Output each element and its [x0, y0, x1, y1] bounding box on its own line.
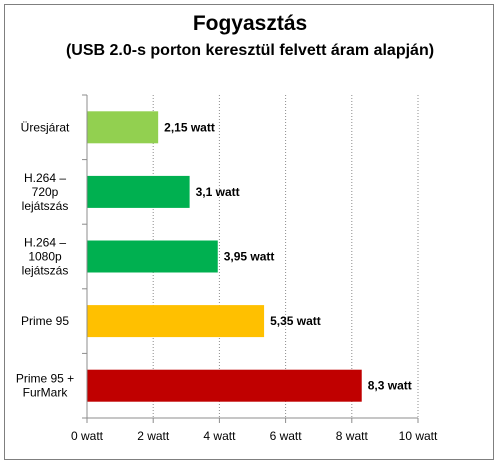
category-label: H.264 –1080p lejátszás: [22, 236, 69, 278]
chart-title: Fogyasztás: [192, 12, 308, 35]
bar: [87, 111, 159, 144]
bars: [87, 111, 362, 402]
category-label-line: 720p: [32, 185, 59, 199]
x-tick-label: 2 watt: [137, 429, 170, 443]
category-label-line: lejátszás: [22, 264, 69, 278]
data-label: 5,35 watt: [270, 314, 321, 328]
bar: [87, 369, 362, 402]
x-tick-label: 8 watt: [336, 429, 369, 443]
category-label-line: FurMark: [23, 386, 69, 400]
data-label: 2,15 watt: [164, 120, 215, 134]
bar: [87, 240, 218, 273]
x-tick-label: 0 watt: [71, 429, 104, 443]
labels: 0 watt 2 watt 4 watt 6 watt 8 watt 10 watt 2,1…: [16, 120, 438, 443]
category-label: Üresjárat: [21, 120, 70, 134]
category-label-line: lejátszás: [22, 199, 69, 213]
bar: [87, 305, 265, 338]
category-label-line: H.264 –: [24, 171, 66, 185]
category-label: Prime 95: [21, 314, 69, 328]
x-tick-label: 4 watt: [203, 429, 236, 443]
data-label: 3,95 watt: [224, 250, 275, 264]
bar: [87, 175, 190, 208]
category-label: Prime 95 + FurMark: [16, 372, 74, 400]
x-tick-label: 10 watt: [399, 429, 438, 443]
category-label-line: H.264 –: [24, 236, 66, 250]
category-label-line: 1080p: [28, 250, 62, 264]
chart-subtitle: (USB 2.0-s porton keresztül felvett áram…: [65, 42, 435, 59]
category-label-line: Üresjárat: [21, 120, 70, 134]
category-label: H.264 –720p lejátszás: [22, 171, 69, 213]
category-label-line: Prime 95 +: [16, 372, 74, 386]
data-label: 3,1 watt: [196, 185, 240, 199]
x-tick-label: 6 watt: [270, 429, 303, 443]
category-label-line: Prime 95: [21, 314, 69, 328]
axes: [82, 94, 419, 423]
data-label: 8,3 watt: [368, 379, 412, 393]
